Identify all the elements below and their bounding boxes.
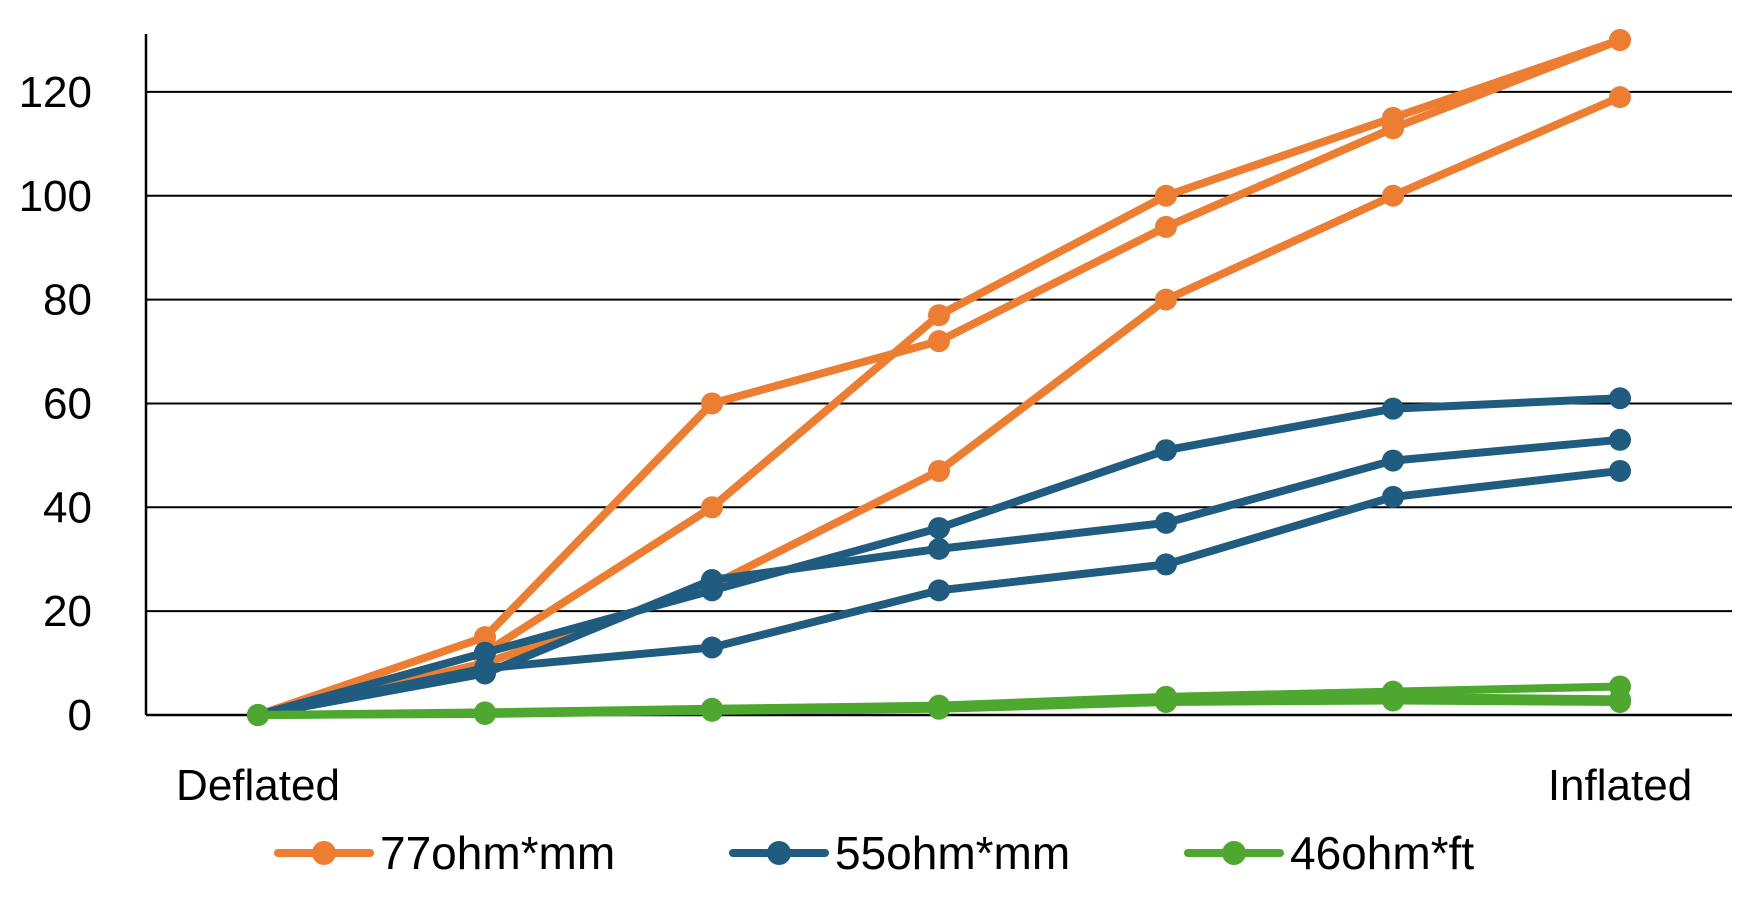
y-tick-label: 120 bbox=[19, 68, 92, 117]
data-point bbox=[701, 636, 723, 659]
data-point bbox=[928, 537, 950, 560]
grid-lines bbox=[146, 90, 1732, 613]
legend-swatch-marker bbox=[1222, 841, 1246, 865]
data-point bbox=[1155, 288, 1177, 311]
data-point bbox=[928, 697, 950, 720]
data-point bbox=[1609, 691, 1631, 714]
data-point bbox=[1155, 184, 1177, 207]
data-point bbox=[1609, 86, 1631, 109]
data-point bbox=[1609, 387, 1631, 410]
data-point bbox=[701, 699, 723, 722]
data-point bbox=[1155, 511, 1177, 534]
series-line bbox=[254, 36, 1624, 719]
y-tick-label: 40 bbox=[43, 483, 92, 532]
y-tick-label: 20 bbox=[43, 587, 92, 636]
x-axis-tick-labels: Deflated Inflated bbox=[176, 761, 1692, 810]
data-point bbox=[701, 392, 723, 415]
data-point bbox=[928, 330, 950, 353]
data-point bbox=[247, 704, 269, 726]
legend-label: 77ohm*mm bbox=[380, 827, 615, 879]
data-point bbox=[1382, 449, 1404, 472]
y-axis-tick-labels: 0 20 40 60 80 100 120 bbox=[19, 68, 92, 740]
data-point bbox=[928, 579, 950, 602]
data-point bbox=[928, 459, 950, 482]
series-line bbox=[254, 36, 1624, 719]
data-point bbox=[701, 569, 723, 591]
x-tick-label: Inflated bbox=[1548, 761, 1692, 810]
data-point bbox=[1155, 215, 1177, 238]
data-point bbox=[1609, 459, 1631, 482]
data-point bbox=[1155, 691, 1177, 714]
data-point bbox=[1382, 485, 1404, 508]
data-point bbox=[1382, 397, 1404, 420]
data-point bbox=[1382, 689, 1404, 712]
series-0 bbox=[247, 29, 1631, 726]
y-tick-label: 80 bbox=[43, 276, 92, 325]
legend-swatch-marker bbox=[312, 841, 336, 865]
data-point bbox=[1609, 29, 1631, 51]
series-lines bbox=[247, 29, 1631, 726]
data-point bbox=[1609, 428, 1631, 451]
y-tick-label: 100 bbox=[19, 172, 92, 221]
legend-label: 55ohm*mm bbox=[835, 827, 1070, 879]
data-point bbox=[474, 657, 496, 680]
legend-label: 46ohm*ft bbox=[1290, 827, 1474, 879]
legend-swatch-marker bbox=[767, 841, 791, 865]
data-point bbox=[928, 517, 950, 540]
legend: 77ohm*mm 55ohm*mm 46ohm*ft bbox=[274, 827, 1474, 879]
data-point bbox=[1382, 106, 1404, 129]
data-point bbox=[701, 496, 723, 519]
data-point bbox=[1155, 553, 1177, 576]
y-tick-label: 60 bbox=[43, 379, 92, 428]
series-1 bbox=[247, 387, 1631, 726]
data-point bbox=[1155, 439, 1177, 462]
data-point bbox=[474, 626, 496, 649]
y-tick-label: 0 bbox=[68, 691, 92, 740]
axes bbox=[144, 34, 1732, 717]
data-point bbox=[928, 304, 950, 327]
data-point bbox=[474, 641, 496, 664]
series-2 bbox=[247, 675, 1631, 726]
data-point bbox=[1382, 184, 1404, 207]
data-point bbox=[474, 702, 496, 725]
x-tick-label: Deflated bbox=[176, 761, 340, 810]
